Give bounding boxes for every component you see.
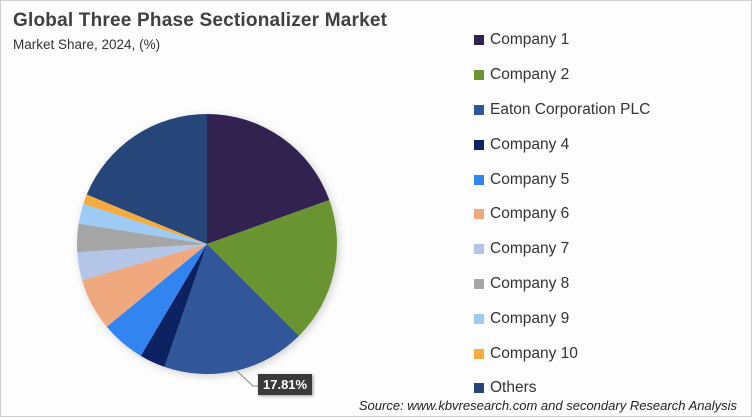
legend-item: Company 1 (474, 23, 650, 58)
legend-label: Company 7 (490, 240, 570, 258)
legend-item: Company 10 (474, 336, 650, 371)
legend-swatch (474, 209, 484, 220)
pie-slice-company-9 (78, 203, 208, 244)
legend-item: Company 7 (474, 232, 650, 267)
legend-swatch (474, 35, 484, 46)
pie-chart (77, 114, 338, 387)
legend-label: Company 2 (490, 66, 570, 84)
pie-slice-company-1 (207, 114, 330, 244)
legend-label: Company 4 (490, 135, 570, 153)
source-note: Source: www.kbvresearch.com and secondar… (358, 398, 737, 413)
legend-label: Company 1 (490, 31, 570, 49)
legend-item: Company 9 (474, 301, 650, 336)
legend-swatch (474, 70, 484, 81)
pie-slice-company-6 (82, 244, 207, 327)
legend-label: Eaton Corporation PLC (490, 100, 651, 118)
chart-subtitle: Market Share, 2024, (%) (13, 37, 161, 52)
legend-swatch (474, 174, 484, 185)
legend-label: Company 8 (490, 274, 570, 292)
legend-label: Others (490, 379, 537, 397)
pie-slice-company-10 (83, 194, 207, 244)
legend-item: Company 4 (474, 127, 650, 162)
pie-slice-company-2 (207, 199, 338, 336)
pie-slice-company-5 (106, 244, 207, 356)
legend-item: Company 5 (474, 162, 650, 197)
pie-slice-company-8 (77, 223, 207, 253)
legend: Company 1 Company 2 Eaton Corporation PLC C… (474, 23, 650, 406)
pie-slice-eaton-corporation-plc (164, 244, 299, 374)
legend-swatch (474, 383, 484, 394)
pie-slice-company-7 (77, 244, 207, 281)
legend-label: Company 6 (490, 205, 570, 223)
legend-label: Company 5 (490, 170, 570, 188)
legend-label: Company 9 (490, 309, 570, 327)
legend-item: Company 2 (474, 58, 650, 93)
eaton-share-callout: 17.81% (258, 374, 313, 395)
pie-slice-others (86, 114, 207, 244)
callout-leader-line (236, 370, 258, 387)
legend-item: Eaton Corporation PLC (474, 93, 650, 128)
chart-title: Global Three Phase Sectionalizer Market (13, 10, 388, 31)
legend-swatch (474, 244, 484, 255)
legend-item: Company 8 (474, 267, 650, 302)
legend-swatch (474, 139, 484, 150)
legend-swatch (474, 104, 484, 115)
legend-swatch (474, 278, 484, 289)
legend-swatch (474, 348, 484, 359)
legend-swatch (474, 313, 484, 324)
legend-item: Company 6 (474, 197, 650, 232)
legend-item: Others (474, 371, 650, 406)
pie-slice-company-4 (140, 244, 207, 367)
legend-label: Company 10 (490, 344, 578, 362)
